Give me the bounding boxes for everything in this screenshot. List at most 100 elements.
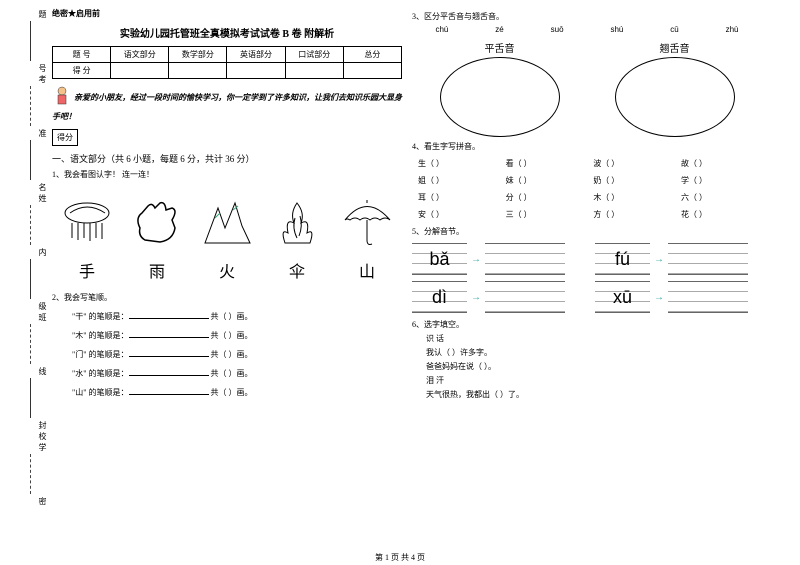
stroke-line: "水" 的笔顺是： 共（ ）画。	[72, 368, 402, 379]
pinyin: shú	[610, 25, 623, 34]
pinyin-box-group: dì →	[412, 281, 565, 313]
grid-row: 生（ ）看（ ）波（ ）故（ ）	[412, 158, 762, 169]
binding-label: 线	[22, 367, 48, 375]
fill-line: 识 话	[426, 333, 762, 344]
th: 数学部分	[169, 47, 227, 63]
q4-title: 4、看生字写拼音。	[412, 141, 762, 152]
arrow-icon: →	[471, 292, 481, 303]
binding-label: 准	[22, 129, 48, 137]
oval-left	[440, 57, 560, 137]
page-footer: 第 1 页 共 4 页	[0, 552, 800, 563]
char: 伞	[289, 258, 305, 282]
fill-line: 天气很热，我都出（ ）了。	[426, 389, 762, 400]
oval-right	[615, 57, 735, 137]
exam-title: 实验幼儿园托管班全真模拟考试试卷 B 卷 附解析	[52, 25, 402, 40]
binding-label: 校	[22, 432, 48, 440]
oval-label-right: 翘舌音	[615, 40, 735, 55]
umbrella-icon	[340, 198, 395, 248]
grid-row: 姐（ ）妹（ ）奶（ ）学（ ）	[412, 175, 762, 186]
table-row: 得 分	[53, 63, 402, 79]
pinyin-box-group: fú →	[595, 243, 748, 275]
score-box: 得分	[52, 129, 78, 146]
td	[343, 63, 401, 79]
binding-line	[30, 21, 48, 61]
intro-text: 亲爱的小朋友，经过一段时间的愉快学习，你一定学到了许多知识，让我们去知识乐园大显…	[52, 85, 402, 123]
grid-row: 耳（ ）分（ ）木（ ）六（ ）	[412, 192, 762, 203]
left-column: 绝密★启用前 实验幼儿园托管班全真模拟考试试卷 B 卷 附解析 题 号 语文部分…	[52, 0, 412, 545]
binding-label: 考	[22, 75, 48, 83]
binding-label: 题	[22, 10, 48, 18]
pinyin-split-row: dì → xū →	[412, 281, 762, 313]
fire-icon	[270, 198, 325, 248]
answer-lines	[668, 243, 748, 275]
binding-edge: 题 号 考 准 名 姓 内 级 班 线 封 校 学 密	[8, 0, 48, 565]
binding-label: 姓	[22, 194, 48, 202]
char-row: 手 雨 火 伞 山	[52, 258, 402, 282]
fill-line: 爸爸妈妈在说（ ）。	[426, 361, 762, 372]
binding-label: 密	[22, 497, 48, 505]
arrow-icon: →	[654, 254, 664, 265]
binding-label: 号	[22, 64, 48, 72]
binding-label: 名	[22, 183, 48, 191]
char: 雨	[149, 258, 165, 282]
page-content: 绝密★启用前 实验幼儿园托管班全真模拟考试试卷 B 卷 附解析 题 号 语文部分…	[52, 0, 800, 545]
rain-icon	[60, 198, 115, 248]
th: 口试部分	[285, 47, 343, 63]
binding-label: 封	[22, 421, 48, 429]
section-1-head: 一、语文部分（共 6 小题，每题 6 分，共计 36 分）	[52, 152, 402, 165]
binding-line	[30, 140, 48, 180]
char: 火	[219, 258, 235, 282]
pinyin-box: dì	[412, 281, 467, 313]
pinyin-box: bǎ	[412, 243, 467, 275]
char-grid: 生（ ）看（ ）波（ ）故（ ） 姐（ ）妹（ ）奶（ ）学（ ） 耳（ ）分（…	[412, 158, 762, 220]
pinyin-box: xū	[595, 281, 650, 313]
stroke-line: "干" 的笔顺是： 共（ ）画。	[72, 311, 402, 322]
binding-line	[30, 378, 48, 418]
oval-group: 翘舌音	[615, 40, 735, 137]
td: 得 分	[53, 63, 111, 79]
th: 语文部分	[111, 47, 169, 63]
oval-group: 平舌音	[440, 40, 560, 137]
q2-title: 2、我会写笔顺。	[52, 292, 402, 303]
binding-dash	[30, 454, 48, 494]
char: 手	[79, 258, 95, 282]
td	[285, 63, 343, 79]
pinyin: suō	[551, 25, 564, 34]
answer-lines	[485, 243, 565, 275]
score-table: 题 号 语文部分 数学部分 英语部分 口试部分 总分 得 分	[52, 46, 402, 79]
answer-lines	[668, 281, 748, 313]
th: 英语部分	[227, 47, 285, 63]
stroke-line: "山" 的笔顺是： 共（ ）画。	[72, 387, 402, 398]
stroke-line: "木" 的笔顺是： 共（ ）画。	[72, 330, 402, 341]
q5-title: 5、分解音节。	[412, 226, 762, 237]
binding-line	[30, 259, 48, 299]
intro-body: 亲爱的小朋友，经过一段时间的愉快学习，你一定学到了许多知识，让我们去知识乐园大显…	[52, 93, 402, 121]
td	[227, 63, 285, 79]
binding-label: 级	[22, 302, 48, 310]
binding-dash	[30, 86, 48, 126]
picture-row	[52, 188, 402, 248]
binding-label: 班	[22, 313, 48, 321]
q3-title: 3、区分平舌音与翘舌音。	[412, 11, 762, 22]
pinyin-box: fú	[595, 243, 650, 275]
mountain-icon	[200, 198, 255, 248]
answer-lines	[485, 281, 565, 313]
oval-label-left: 平舌音	[440, 40, 560, 55]
td	[169, 63, 227, 79]
fill-line: 泪 汗	[426, 375, 762, 386]
pinyin-row: chú zé suō shú cū zhù	[412, 25, 762, 34]
stroke-line: "门" 的笔顺是： 共（ ）画。	[72, 349, 402, 360]
binding-dash	[30, 205, 48, 245]
arrow-icon: →	[654, 292, 664, 303]
right-column: 3、区分平舌音与翘舌音。 chú zé suō shú cū zhù 平舌音 翘…	[412, 0, 772, 545]
q1-title: 1、我会看图认字！ 连一连！	[52, 169, 402, 180]
pinyin-box-group: xū →	[595, 281, 748, 313]
pinyin: zhù	[726, 25, 739, 34]
td	[111, 63, 169, 79]
binding-label: 内	[22, 248, 48, 256]
arrow-icon: →	[471, 254, 481, 265]
pinyin: cū	[670, 25, 678, 34]
th: 总分	[343, 47, 401, 63]
confidential-label: 绝密★启用前	[52, 8, 402, 19]
pinyin: zé	[495, 25, 503, 34]
